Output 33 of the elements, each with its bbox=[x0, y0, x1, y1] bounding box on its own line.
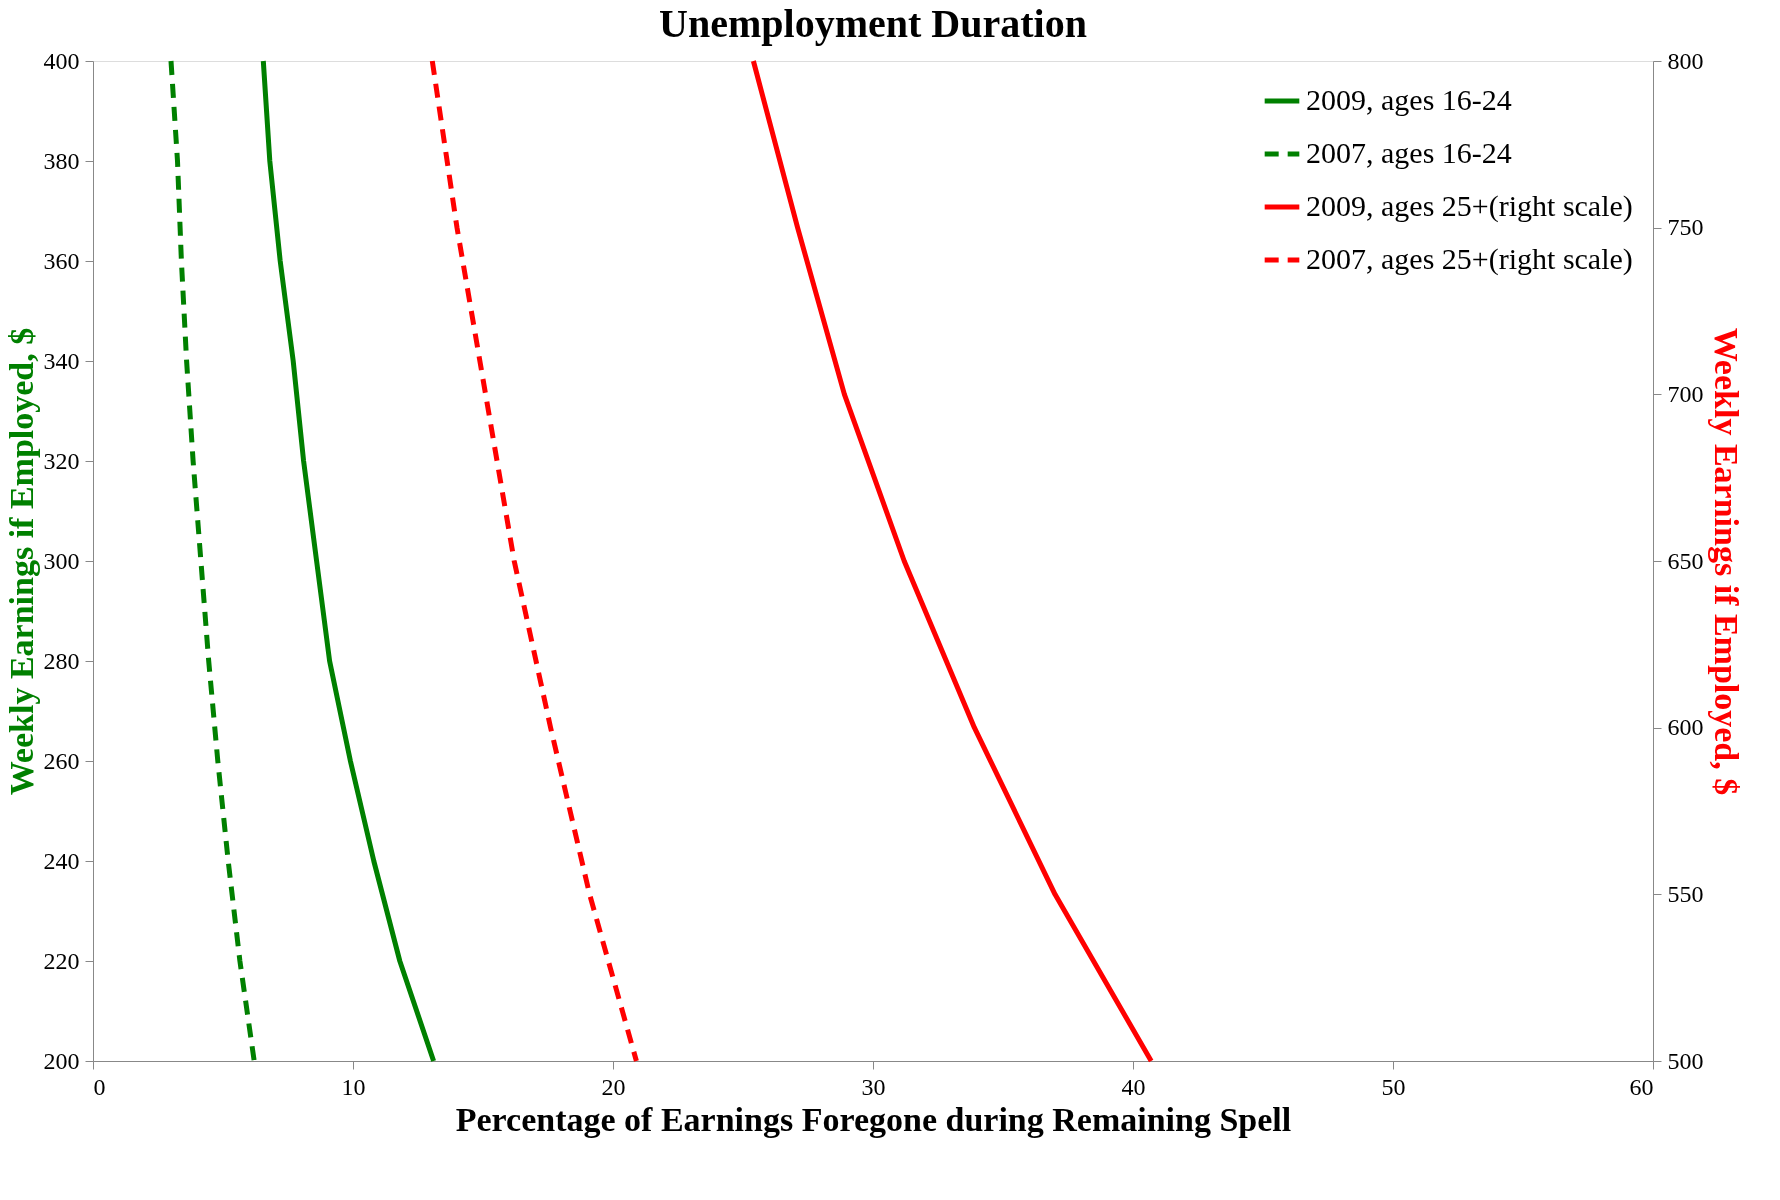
y2-tick-label: 750 bbox=[1667, 214, 1704, 241]
y-tick-label: 260 bbox=[43, 747, 80, 774]
y-axis-title: Weekly Earnings if Employed, $ bbox=[2, 327, 40, 796]
y2-tick-label: 650 bbox=[1667, 547, 1704, 574]
y-tick-label: 400 bbox=[43, 47, 80, 74]
y-tick-label: 220 bbox=[43, 947, 80, 974]
legend-label: 2007, ages 16-24 bbox=[1306, 136, 1512, 169]
legend-label: 2009, ages 25+(right scale) bbox=[1306, 189, 1633, 223]
y-tick-label: 380 bbox=[43, 147, 80, 174]
x-tick-label: 60 bbox=[1629, 1073, 1654, 1100]
legend-label: 2007, ages 25+(right scale) bbox=[1306, 242, 1633, 276]
x-tick-label: 0 bbox=[93, 1073, 106, 1100]
y-tick-label: 360 bbox=[43, 247, 80, 274]
y2-tick-label: 700 bbox=[1667, 380, 1704, 407]
x-tick-label: 10 bbox=[341, 1073, 366, 1100]
y-tick-label: 240 bbox=[43, 847, 80, 874]
y2-axis-title: Weekly Earnings if Employed, $ bbox=[1707, 327, 1745, 796]
y2-tick-label: 550 bbox=[1667, 880, 1704, 907]
y-tick-label: 320 bbox=[43, 447, 80, 474]
y-tick-label: 340 bbox=[43, 347, 80, 374]
x-tick-label: 40 bbox=[1121, 1073, 1146, 1100]
y-tick-label: 200 bbox=[43, 1047, 80, 1074]
y-tick-label: 280 bbox=[43, 647, 80, 674]
y2-tick-label: 500 bbox=[1667, 1047, 1704, 1074]
y-tick-label: 300 bbox=[43, 547, 80, 574]
x-axis-title: Percentage of Earnings Foregone during Remaining Spell bbox=[455, 1100, 1292, 1138]
y2-tick-label: 800 bbox=[1667, 47, 1704, 74]
chart-title: Unemployment Duration bbox=[659, 1, 1087, 46]
x-tick-label: 50 bbox=[1381, 1073, 1406, 1100]
legend-label: 2009, ages 16-24 bbox=[1306, 83, 1512, 116]
y2-tick-label: 600 bbox=[1667, 714, 1704, 741]
x-tick-label: 20 bbox=[601, 1073, 626, 1100]
x-tick-label: 30 bbox=[861, 1073, 886, 1100]
